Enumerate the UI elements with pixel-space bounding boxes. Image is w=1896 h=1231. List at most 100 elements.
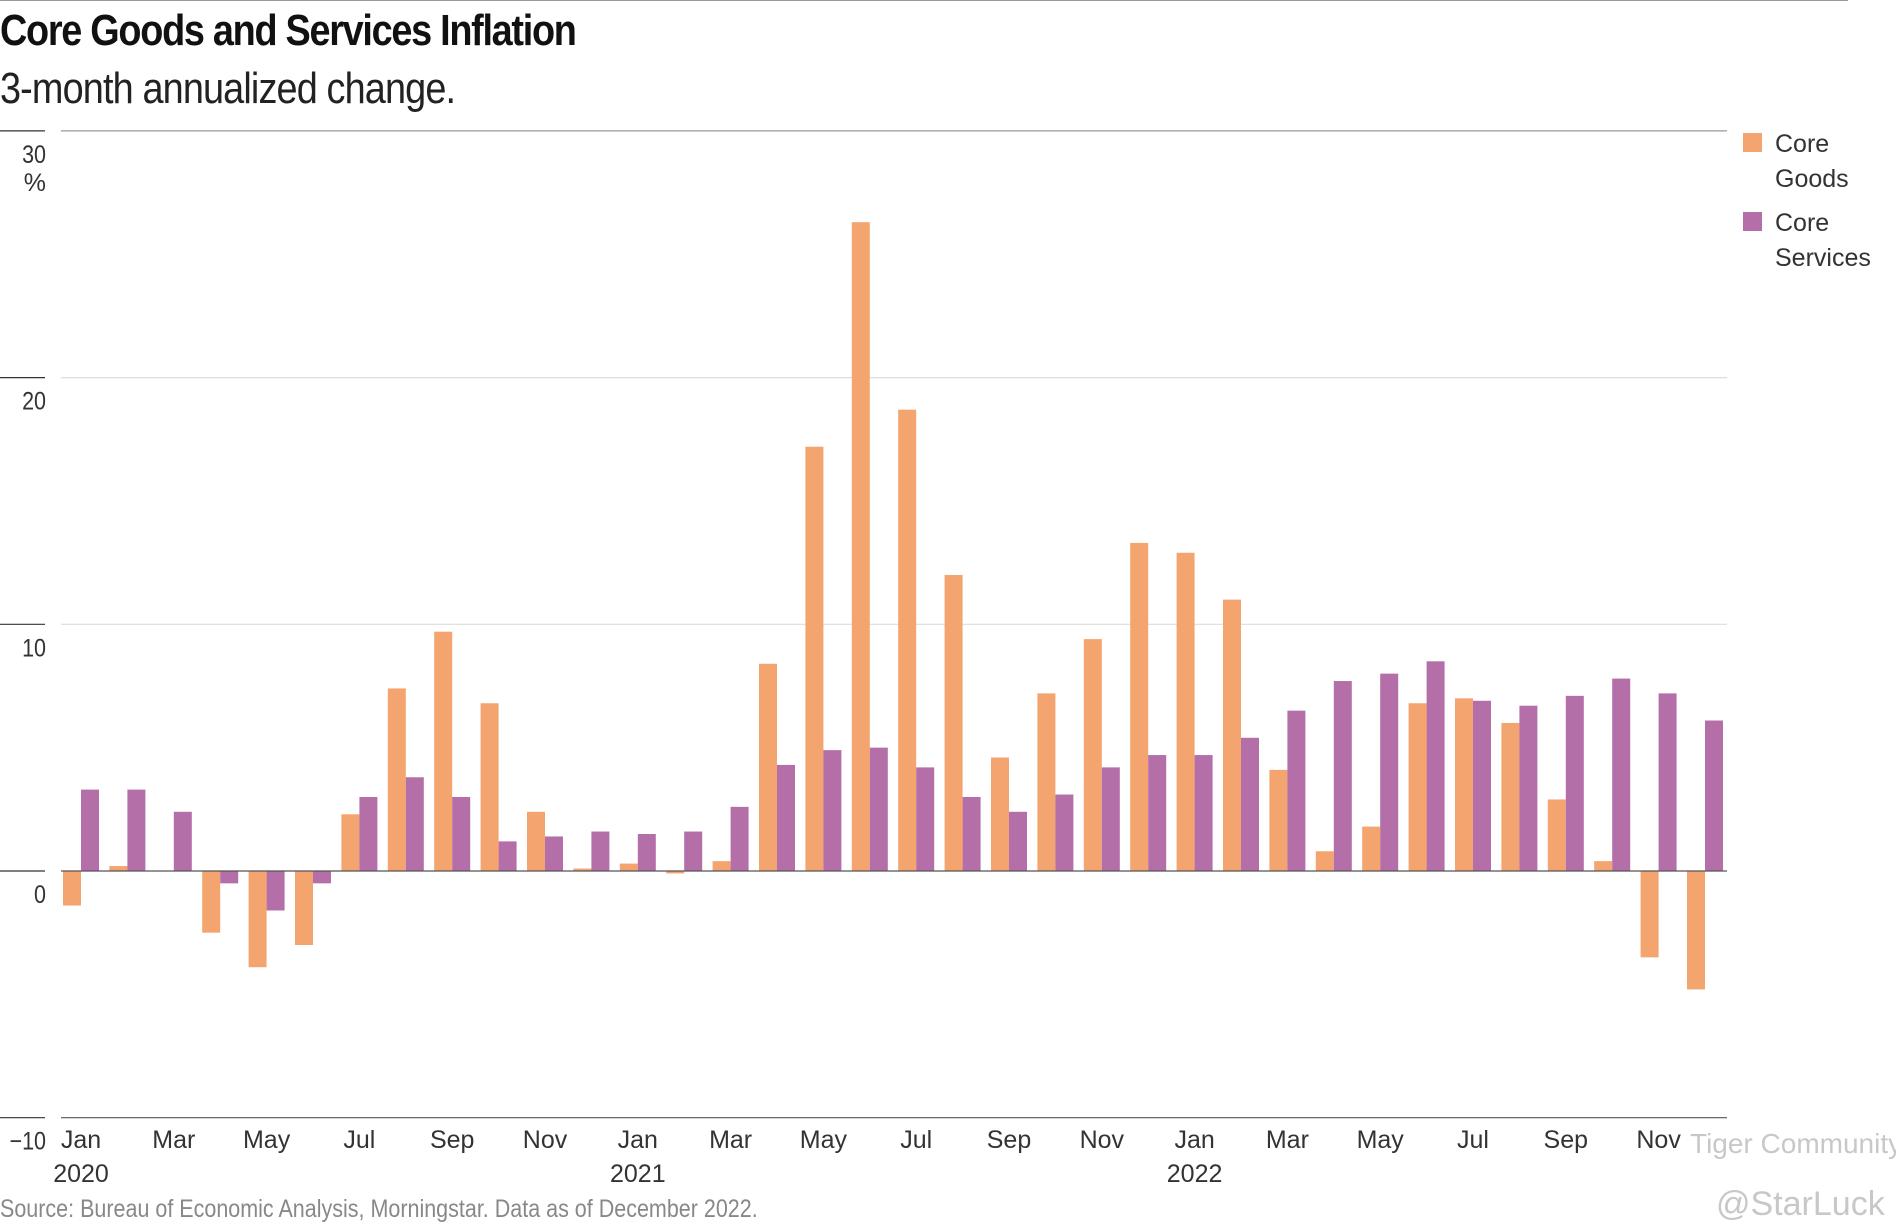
source-note: Source: Bureau of Economic Analysis, Mor… [0,1195,758,1223]
x-tick-label: May [1357,1126,1405,1154]
x-tick-label: Sep [430,1126,474,1154]
y-tick-label: 10 [22,634,46,662]
x-tick-label: Sep [987,1126,1031,1154]
core-goods-bar-2021-06 [851,222,870,871]
core-goods-bar-2021-05 [805,446,824,871]
core-goods-bar-2020-04 [202,871,221,933]
x-tick-label: Jul [1457,1126,1489,1154]
core-services-bar-2020-06 [313,871,331,884]
y-unit-label: % [24,169,46,197]
core-services-bar-2021-03 [730,806,749,871]
core-services-bar-2022-05 [1380,673,1399,871]
core-goods-bar-2021-04 [759,663,777,871]
core-services-bar-2022-11 [1658,693,1677,871]
y-tick-label: −10 [10,1127,46,1155]
core-goods-bar-2020-08 [387,688,406,871]
core-services-bar-2021-10 [1055,794,1074,871]
core-services-bar-2021-11 [1101,767,1120,871]
core-goods-bar-2022-12 [1687,871,1705,990]
core-goods-bar-2021-07 [898,409,917,871]
x-tick-label: Mar [1266,1126,1309,1154]
core-goods-bar-2020-11 [527,811,545,871]
x-tick-year: 2020 [53,1160,109,1188]
core-services-bar-2021-01 [637,833,656,871]
core-goods-bar-2022-06 [1408,703,1427,871]
core-services-bar-2020-08 [405,777,424,871]
core-goods-bar-2022-03 [1269,769,1288,871]
y-tick-label: 30 [22,140,46,168]
core-goods-bar-2021-02 [666,871,685,874]
core-services-bar-2022-03 [1287,710,1306,871]
core-goods-bar-2021-08 [944,574,963,871]
core-goods-bar-2020-06 [295,871,313,946]
core-services-bar-2022-07 [1473,700,1491,871]
x-tick-label: Mar [152,1126,195,1154]
core-goods-bar-2022-10 [1594,861,1613,871]
watermark-tiger-community: Tiger Community [1690,1128,1896,1159]
core-goods-bar-2021-12 [1130,542,1149,871]
core-goods-bar-2021-03 [712,861,731,871]
legend-label: Goods [1775,165,1849,193]
x-tick-label: Mar [709,1126,752,1154]
core-goods-bar-2022-11 [1640,871,1659,958]
x-tick-label: Nov [1636,1126,1681,1154]
core-services-bar-2020-05 [266,871,285,911]
core-goods-bar-2020-05 [248,871,267,968]
core-goods-bar-2022-07 [1455,698,1473,871]
x-tick-label: May [800,1126,848,1154]
watermark-starluck: @StarLuck [1716,1185,1885,1223]
x-tick-label: Jan [1174,1126,1214,1154]
x-tick-year: 2022 [1167,1160,1223,1188]
core-services-bar-2022-09 [1565,695,1584,871]
core-goods-bar-2020-02 [109,866,128,871]
core-goods-bar-2022-05 [1362,826,1381,871]
core-services-bar-2022-06 [1426,661,1445,871]
core-goods-bar-2021-10 [1037,693,1056,871]
x-tick-label: Jan [61,1126,101,1154]
core-services-bar-2022-04 [1333,681,1352,871]
x-tick-label: Sep [1544,1126,1588,1154]
legend-label: Core [1775,130,1829,158]
core-goods-bar-2022-08 [1501,722,1520,871]
y-tick-label: 20 [22,387,46,415]
core-services-bar-2020-02 [127,789,146,871]
core-services-bar-2021-04 [777,764,795,871]
x-tick-label: Jul [900,1126,932,1154]
core-services-bar-2021-05 [823,750,842,871]
core-services-bar-2021-06 [869,747,888,871]
y-tick-label: 0 [34,880,46,908]
chart-title: Core Goods and Services Inflation [0,6,577,55]
x-tick-year: 2021 [610,1160,666,1188]
core-goods-bar-2022-04 [1315,851,1334,871]
core-goods-bar-2022-01 [1176,552,1195,871]
x-tick-label: May [243,1126,291,1154]
core-services-bar-2022-01 [1194,755,1213,871]
core-services-bar-2020-03 [173,811,192,871]
core-goods-bar-2021-01 [619,863,638,871]
x-tick-label: Jan [618,1126,658,1154]
core-goods-bar-2020-07 [341,814,360,871]
chart-subtitle: 3-month annualized change. [0,64,456,113]
legend-label: Core [1775,209,1829,237]
core-goods-bar-2020-12 [573,868,592,871]
core-services-bar-2020-09 [452,796,471,871]
core-services-bar-2020-11 [545,836,563,871]
core-goods-bar-2022-02 [1223,599,1241,871]
core-services-bar-2020-10 [498,841,517,871]
core-services-bar-2021-08 [962,796,981,871]
core-services-bar-2021-09 [1009,811,1027,871]
core-services-bar-2022-08 [1519,705,1538,871]
legend-swatch-core-goods [1743,133,1762,152]
x-tick-label: Jul [343,1126,375,1154]
core-services-bar-2020-12 [591,831,610,871]
core-goods-bar-2020-09 [434,631,453,871]
core-services-bar-2021-07 [916,767,935,871]
core-services-bar-2020-04 [220,871,239,884]
legend-swatch-core-services [1743,212,1762,231]
x-tick-label: Nov [1080,1126,1125,1154]
core-goods-bar-2021-09 [991,757,1009,871]
core-services-bar-2020-01 [81,789,99,871]
core-services-bar-2021-12 [1148,755,1167,871]
core-services-bar-2022-02 [1241,737,1259,871]
